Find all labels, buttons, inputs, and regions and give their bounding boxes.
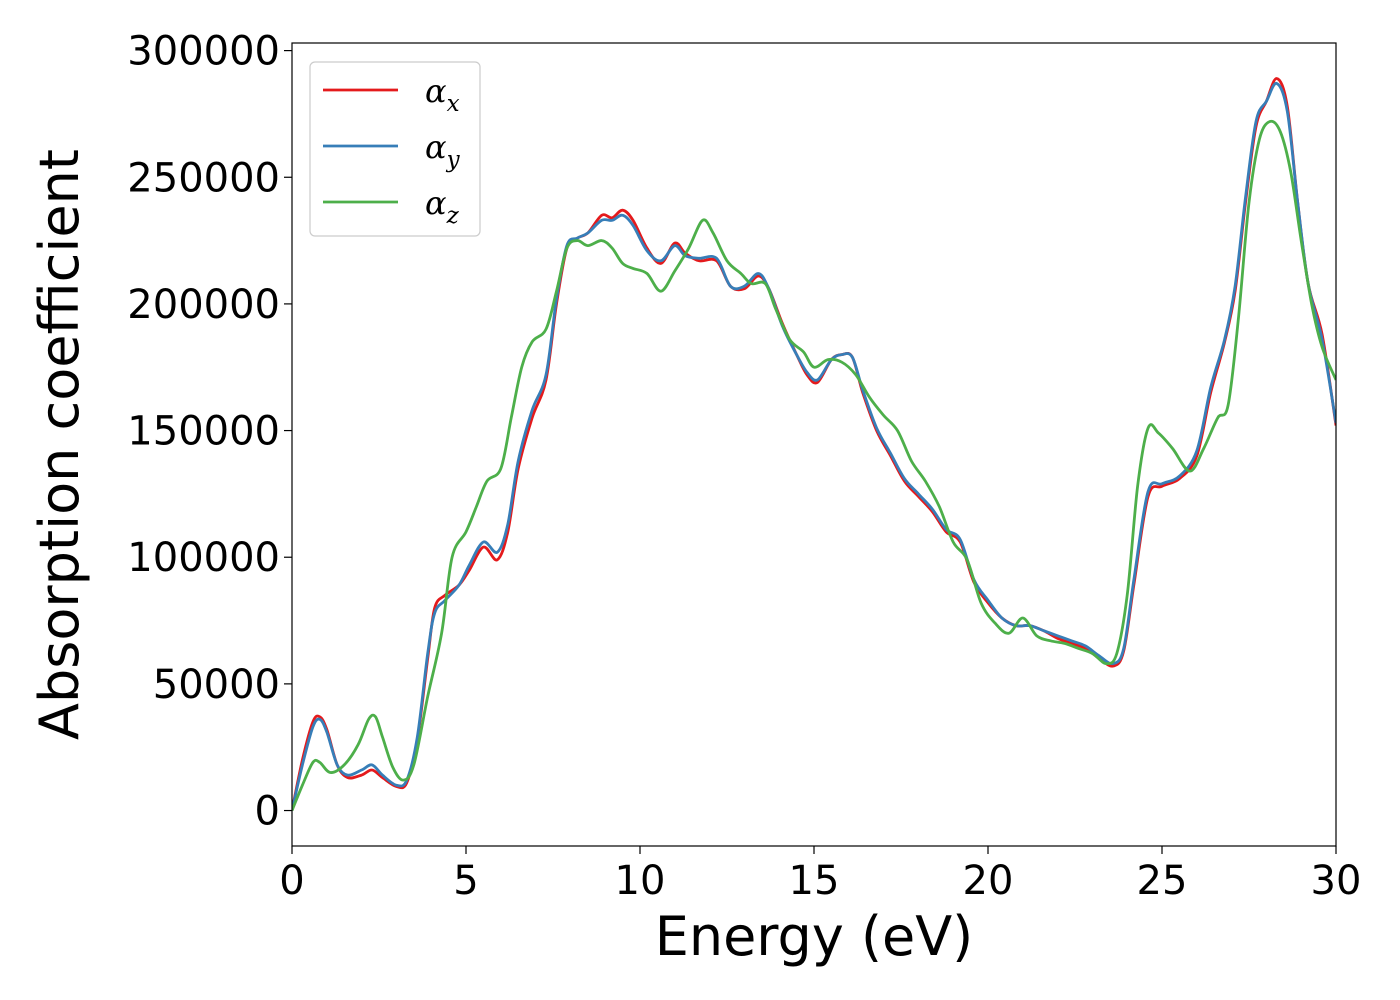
x-tick-label: 30 bbox=[1311, 858, 1362, 904]
x-tick-label: 10 bbox=[615, 858, 666, 904]
y-tick-label: 0 bbox=[255, 789, 280, 835]
y-tick-label: 50000 bbox=[153, 662, 280, 708]
y-tick-label: 150000 bbox=[127, 409, 280, 455]
x-tick-label: 15 bbox=[789, 858, 840, 904]
y-tick-label: 300000 bbox=[127, 29, 280, 75]
y-tick-label: 200000 bbox=[127, 282, 280, 328]
y-axis-title: Absorption coefficient bbox=[28, 149, 91, 740]
series-line-z bbox=[292, 119, 1336, 812]
y-axis-ticks: 0 50000 100000 150000 200000 250000 300000 bbox=[127, 29, 292, 835]
legend: αx αy αz bbox=[309, 61, 481, 237]
legend-label-y: αy bbox=[425, 128, 461, 173]
legend-box bbox=[309, 61, 481, 237]
y-tick-label: 250000 bbox=[127, 155, 280, 201]
x-axis-ticks: 0 5 10 15 20 25 30 bbox=[279, 846, 1361, 904]
x-tick-label: 20 bbox=[963, 858, 1014, 904]
legend-label-z: αz bbox=[425, 184, 460, 229]
series-layer bbox=[292, 77, 1336, 812]
series-line-y bbox=[292, 82, 1336, 811]
legend-label-x: αx bbox=[425, 72, 460, 117]
x-tick-label: 25 bbox=[1137, 858, 1188, 904]
x-tick-label: 5 bbox=[453, 858, 478, 904]
y-tick-label: 100000 bbox=[127, 535, 280, 581]
x-axis-title: Energy (eV) bbox=[655, 905, 974, 968]
x-tick-label: 0 bbox=[279, 858, 304, 904]
